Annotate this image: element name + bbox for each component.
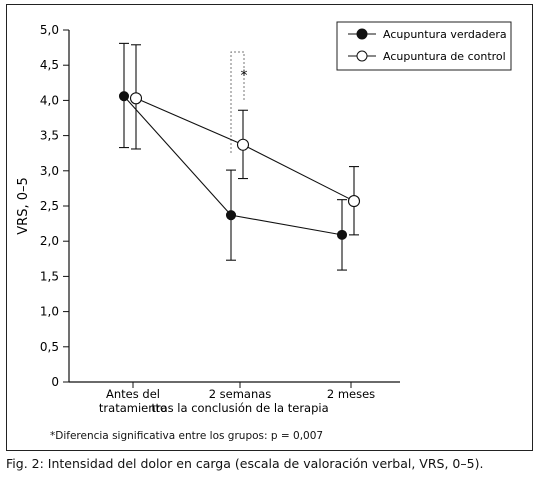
y-tick-label: 2,5 [40,199,59,213]
y-tick-label: 1,5 [40,269,59,283]
legend-label-0: Acupuntura verdadera [383,28,507,41]
x-tick-label: Antes del [106,387,160,401]
y-tick-label: 4,5 [40,58,59,72]
y-tick-label: 4,0 [40,93,59,107]
y-tick-label: 0 [51,375,59,389]
legend: Acupuntura verdadera Acupuntura de contr… [336,21,512,71]
x-tick-label: tratamiento [99,401,167,415]
footnote: *Diferencia significativa entre los grup… [50,430,324,442]
legend-box [336,21,512,71]
y-tick-label: 3,5 [40,129,59,143]
y-tick-label: 2,0 [40,234,59,248]
figure-frame [6,4,533,451]
data-point [336,229,348,240]
y-axis-label: VRS, 0–5 [16,177,31,234]
x-tick-label: 2 meses [327,387,375,401]
y-ticks: 0 0,5 1,0 1,5 2,0 2,5 3,0 3,5 4,0 4,5 5,0 [40,23,69,389]
significance-bracket: * [230,51,248,153]
y-tick-label: 0,5 [40,340,59,354]
significance-bracket-line [230,51,245,153]
y-tick-label: 3,0 [40,164,59,178]
legend-marker-1 [356,50,368,62]
data-point [347,195,361,208]
x-tick-label: tras la conclusión de la terapia [151,401,328,415]
y-tick-label: 1,0 [40,305,59,319]
significance-star: * [241,68,248,84]
data-point [236,138,250,151]
data-point [225,210,237,221]
legend-marker-0 [356,28,368,40]
figure-caption: Fig. 2: Intensidad del dolor en carga (e… [6,456,484,471]
y-tick-label: 5,0 [40,23,59,37]
data-point [118,91,130,102]
series-layer [118,42,361,271]
x-tick-label: 2 semanas [209,387,272,401]
legend-label-1: Acupuntura de control [383,50,506,63]
data-point [129,92,143,105]
